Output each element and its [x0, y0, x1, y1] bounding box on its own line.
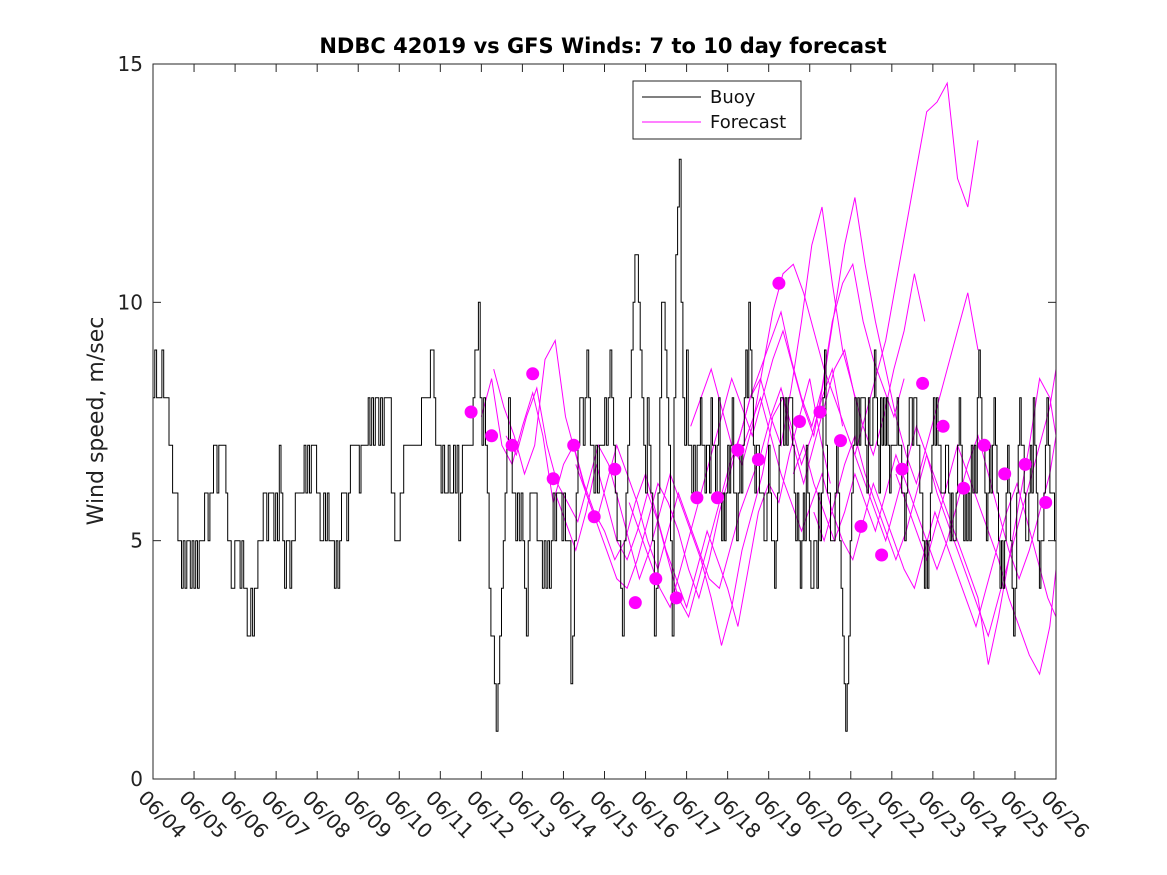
forecast-marker [649, 572, 663, 586]
forecast-run-line [575, 206, 926, 600]
forecast-marker [731, 443, 745, 457]
forecast-marker [834, 434, 847, 448]
forecast-marker [567, 438, 581, 452]
forecast-marker [1018, 457, 1032, 471]
legend-buoy-label: Buoy [710, 87, 756, 108]
y-tick-label: 10 [118, 290, 143, 314]
forecast-marker [587, 510, 601, 524]
forecast-marker [608, 462, 622, 476]
forecast-marker [895, 462, 909, 476]
forecast-marker [772, 276, 786, 290]
y-tick-label: 15 [118, 52, 143, 76]
x-tick-label: 06/26 [1036, 786, 1094, 844]
forecast-marker [1039, 496, 1053, 509]
forecast-marker [977, 438, 991, 452]
forecast-marker [690, 491, 704, 505]
legend: Buoy Forecast [632, 80, 802, 140]
y-axis-label: Wind speed, m/sec [84, 317, 109, 526]
legend-forecast-label: Forecast [710, 112, 786, 133]
y-axis: 0 5 10 15 [118, 52, 1056, 791]
chart-title: NDBC 42019 vs GFS Winds: 7 to 10 day for… [319, 34, 886, 58]
forecast-marker-layer [464, 276, 1053, 610]
forecast-marker [916, 376, 930, 390]
forecast-run-line [480, 378, 831, 627]
forecast-marker [875, 548, 889, 562]
forecast-marker [526, 367, 540, 381]
forecast-marker [957, 481, 971, 495]
buoy-layer [153, 158, 1056, 732]
y-tick-label: 5 [130, 529, 143, 553]
y-tick-label: 0 [130, 767, 143, 791]
forecast-marker [936, 419, 950, 433]
forecast-marker [485, 429, 499, 443]
forecast-marker [710, 491, 724, 505]
forecast-marker [546, 472, 560, 486]
forecast-marker [628, 596, 642, 610]
forecast-run-line [739, 396, 1057, 646]
buoy-line [698, 301, 1056, 732]
forecast-marker [793, 415, 806, 428]
forecast-run-line [690, 81, 979, 466]
legend-box [632, 80, 802, 140]
forecast-marker [813, 405, 827, 419]
forecast-marker [751, 453, 765, 467]
forecast-marker [998, 467, 1012, 481]
forecast-marker [669, 591, 683, 605]
forecast-marker [854, 519, 868, 533]
buoy-line [153, 158, 699, 732]
forecast-marker [505, 438, 519, 452]
forecast-marker [464, 405, 478, 419]
forecast-run-line [493, 338, 844, 590]
